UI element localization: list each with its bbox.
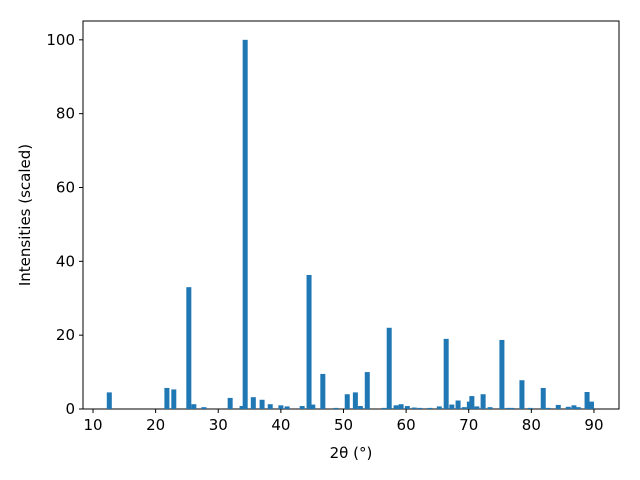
bar: [575, 407, 581, 409]
bar: [393, 405, 399, 409]
bar: [527, 407, 533, 409]
bar: [364, 372, 370, 409]
bar: [227, 397, 233, 409]
x-tick-label: 50: [334, 416, 353, 434]
bar: [398, 404, 404, 409]
bar: [469, 396, 475, 409]
bar: [267, 404, 273, 409]
bar: [480, 394, 486, 409]
bar: [386, 327, 392, 409]
bar: [509, 407, 515, 409]
bar: [333, 407, 339, 409]
y-tick-label: 60: [56, 178, 75, 196]
bar: [299, 406, 305, 409]
bar: [164, 387, 170, 409]
bar: [306, 274, 312, 409]
x-tick-label: 10: [83, 416, 102, 434]
y-tick-label: 20: [56, 326, 75, 344]
bar: [555, 404, 561, 409]
bar: [505, 407, 511, 409]
bar: [584, 392, 590, 409]
bar: [588, 401, 594, 409]
bar: [540, 387, 546, 409]
bar: [284, 406, 290, 409]
x-axis-label: 2θ (°): [330, 444, 373, 462]
bar: [310, 404, 316, 409]
x-tick-label: 60: [397, 416, 416, 434]
bar: [519, 380, 525, 409]
bar: [239, 406, 245, 409]
bar: [461, 407, 467, 409]
plot-frame: [82, 20, 620, 410]
x-tick-label: 80: [522, 416, 541, 434]
bar: [427, 407, 433, 409]
x-tick-label: 90: [584, 416, 603, 434]
bar: [443, 338, 449, 409]
y-tick-label: 80: [56, 105, 75, 123]
y-tick-label: 100: [46, 31, 75, 49]
bar: [411, 407, 417, 409]
bar: [201, 407, 207, 409]
bar: [171, 389, 177, 409]
bar: [320, 373, 326, 409]
bar: [250, 397, 256, 409]
bar: [186, 287, 192, 409]
bar: [545, 407, 551, 409]
y-tick-label: 0: [65, 400, 75, 418]
bar: [352, 392, 358, 409]
x-tick-label: 20: [146, 416, 165, 434]
bar: [404, 406, 410, 409]
bar: [259, 399, 265, 409]
bar: [499, 339, 505, 409]
bar: [344, 394, 350, 409]
bar: [474, 406, 480, 409]
x-tick-label: 40: [271, 416, 290, 434]
bar: [487, 407, 493, 409]
bar: [571, 405, 577, 409]
bar: [449, 404, 455, 409]
y-tick-label: 40: [56, 252, 75, 270]
bar: [242, 39, 248, 409]
bar: [381, 407, 387, 409]
bar: [565, 406, 571, 409]
bar: [357, 406, 363, 409]
bar: [455, 400, 461, 409]
bar: [278, 405, 284, 409]
x-tick-label: 70: [459, 416, 478, 434]
bar: [436, 406, 442, 409]
bar: [106, 392, 112, 409]
bar: [417, 407, 423, 409]
bar: [191, 404, 197, 409]
y-axis-label: Intensities (scaled): [16, 144, 34, 286]
x-tick-label: 30: [209, 416, 228, 434]
